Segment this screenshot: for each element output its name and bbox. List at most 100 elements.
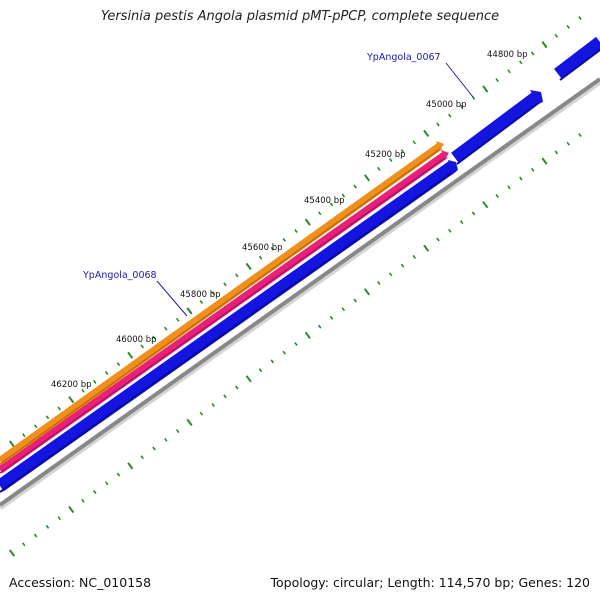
summary-label: Topology: circular; Length: 114,570 bp; … — [270, 575, 591, 590]
tick-mark — [258, 255, 263, 260]
tick-mark — [45, 415, 50, 420]
tick-mark — [81, 498, 85, 503]
tick-mark — [566, 24, 570, 29]
position-label: 45600 bp — [242, 243, 283, 253]
tick-mark — [22, 433, 26, 438]
tick-mark — [412, 254, 417, 259]
tick-mark — [519, 176, 523, 181]
tick-mark — [482, 85, 489, 93]
backbone-ring — [0, 77, 600, 507]
gene-ypangola-0067[interactable] — [451, 90, 542, 164]
tick-mark — [363, 174, 371, 182]
tick-mark — [270, 246, 275, 251]
tick-mark — [245, 375, 252, 383]
tick-mark — [282, 237, 286, 242]
position-label-group: 44800 bp 45000 bp 45200 bp 45400 bp 4560… — [51, 50, 528, 390]
tick-mark — [282, 350, 286, 355]
tick-mark — [341, 307, 346, 312]
tick-mark — [175, 429, 180, 434]
tick-mark — [116, 472, 121, 477]
tick-mark — [329, 315, 334, 320]
tick-mark — [495, 78, 499, 83]
tick-mark — [235, 273, 239, 278]
tick-mark — [363, 288, 371, 296]
gene-ypangola-0068[interactable] — [0, 160, 457, 492]
gene-ypangola-0068-shadow — [0, 171, 454, 493]
tick-mark — [566, 141, 570, 146]
tick-mark — [186, 307, 193, 315]
tick-mark — [127, 462, 134, 470]
tick-mark — [329, 202, 334, 207]
tick-mark — [578, 16, 582, 20]
tick-mark — [541, 41, 548, 49]
tick-mark — [8, 440, 16, 448]
tick-mark — [211, 403, 215, 407]
orange-feature-band[interactable] — [0, 142, 443, 465]
tick-mark — [304, 331, 311, 339]
gene-leader-0067 — [445, 62, 474, 98]
tick-mark — [245, 262, 252, 271]
tick-mark — [495, 194, 499, 198]
position-label: 45800 bp — [180, 290, 221, 300]
tick-mark — [68, 396, 75, 404]
tick-mark — [400, 149, 405, 154]
tick-mark — [57, 406, 62, 411]
tick-mark — [22, 542, 26, 547]
tick-mark — [317, 211, 322, 216]
tick-mark — [93, 490, 97, 494]
position-label: 45200 bp — [365, 150, 406, 160]
tick-mark — [436, 237, 440, 242]
gene-label-ypangola-0067[interactable]: YpAngola_0067 — [366, 52, 441, 63]
tick-mark — [235, 385, 239, 390]
tick-mark — [530, 51, 535, 56]
tick-mark — [294, 229, 298, 233]
tick-mark — [423, 129, 430, 137]
tick-mark — [519, 60, 523, 65]
tick-mark — [377, 281, 381, 285]
tick-mark — [388, 272, 393, 277]
gene-segment-right[interactable] — [554, 36, 600, 80]
tick-mark — [164, 437, 168, 442]
gene-leader-0068 — [156, 280, 188, 317]
map-title: Yersinia pestis Angola plasmid pMT-pPCP,… — [100, 9, 500, 24]
inner-tick-track — [8, 133, 582, 557]
gene-segment-right-shadow — [559, 49, 600, 81]
gene-ypangola-0067-shadow — [456, 101, 541, 165]
tick-mark — [294, 342, 298, 346]
position-label: 44800 bp — [487, 50, 528, 60]
tick-mark — [152, 446, 156, 451]
tick-mark — [152, 335, 156, 340]
position-label: 46200 bp — [51, 380, 92, 390]
tick-mark — [140, 344, 144, 349]
gene-label-ypangola-0068[interactable]: YpAngola_0068 — [82, 270, 157, 281]
tick-mark — [448, 113, 452, 118]
tick-mark — [578, 133, 582, 137]
tick-mark — [175, 317, 180, 322]
tick-mark — [104, 481, 109, 486]
tick-mark — [377, 166, 381, 171]
tick-mark — [317, 324, 322, 329]
position-label: 45400 bp — [304, 196, 345, 206]
tick-mark — [304, 218, 311, 226]
tick-mark — [554, 150, 559, 155]
tick-mark — [554, 33, 559, 38]
tick-mark — [459, 104, 464, 109]
gene-ypangola-0068-end — [448, 160, 458, 173]
pink-feature-band[interactable] — [0, 151, 448, 474]
tick-mark — [140, 455, 144, 460]
tick-mark — [258, 368, 263, 373]
pink-feature-edge — [0, 157, 446, 474]
tick-mark — [270, 359, 275, 364]
tick-mark — [400, 263, 405, 268]
tick-mark — [57, 516, 62, 521]
orange-feature-edge — [0, 148, 441, 465]
tick-mark — [436, 122, 440, 127]
tick-mark — [353, 298, 357, 303]
tick-mark — [164, 326, 168, 331]
tick-mark — [459, 220, 464, 225]
tick-mark — [116, 362, 121, 367]
pink-feature-end — [441, 150, 449, 159]
tick-mark — [412, 140, 417, 145]
tick-mark — [199, 411, 204, 416]
